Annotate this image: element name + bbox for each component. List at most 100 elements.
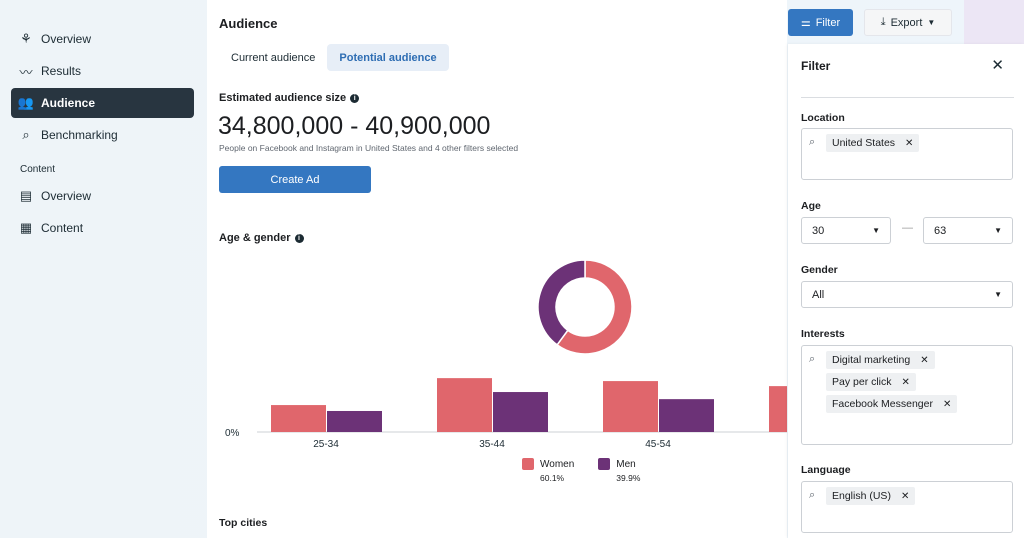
search-icon: ⌕ — [809, 136, 816, 148]
sidebar-item-overview[interactable]: ⚘ Overview — [11, 24, 194, 54]
export-button[interactable]: ⤓ Export ▼ — [864, 9, 952, 36]
divider — [801, 97, 1014, 98]
legend-women: Women 60.1% — [522, 458, 574, 483]
legend-pct: 39.9% — [616, 473, 641, 483]
network-icon: ⚘ — [20, 31, 32, 46]
y-tick-label: 0% — [225, 428, 240, 439]
sidebar-section-content: Content — [20, 164, 56, 175]
audience-subtitle: People on Facebook and Instagram in Unit… — [219, 143, 519, 153]
remove-icon[interactable]: ✕ — [942, 398, 952, 410]
estimated-size-label: Estimated audience size — [219, 92, 347, 104]
remove-icon[interactable]: ✕ — [901, 376, 910, 388]
age-separator: — — [902, 222, 913, 234]
caret-down-icon: ▼ — [994, 226, 1002, 235]
sidebar-item-benchmarking[interactable]: ⌕ Benchmarking — [11, 120, 194, 150]
caret-down-icon: ▼ — [872, 226, 880, 235]
language-chip: English (US) ✕ — [826, 487, 916, 505]
gender-label: Gender — [801, 264, 838, 276]
language-label: Language — [801, 464, 851, 476]
age-label: Age — [801, 200, 821, 212]
interests-label: Interests — [801, 328, 845, 340]
age-min-select[interactable]: 30 ▼ — [801, 217, 891, 244]
remove-icon[interactable]: ✕ — [900, 490, 910, 502]
sliders-icon: ⚌ — [800, 17, 811, 29]
swatch — [598, 458, 611, 470]
interest-chip: Facebook Messenger ✕ — [826, 395, 958, 413]
bar-women-45-54 — [603, 381, 658, 432]
sidebar-item-label: Content — [41, 221, 84, 235]
sidebar-item-audience[interactable]: 👥 Audience — [11, 88, 194, 118]
search-icon: ⌕ — [809, 353, 816, 365]
content-overview-icon: ▤ — [19, 188, 33, 203]
x-tick-label: 35-44 — [479, 439, 505, 450]
list-search-icon: ⌕ — [22, 127, 30, 142]
x-tick-label: 25-34 — [313, 439, 339, 450]
audience-range: 34,800,000 - 40,900,000 — [218, 112, 491, 140]
language-input[interactable]: ⌕ English (US) ✕ — [801, 481, 1013, 533]
legend-label: Men — [616, 458, 636, 470]
sidebar-item-content-overview[interactable]: ▤ Overview — [11, 181, 194, 211]
age-gender-chart: 0% 25-34 35-44 45-54 — [225, 259, 787, 450]
location-chip: United States ✕ — [826, 134, 920, 152]
interest-chip: Digital marketing ✕ — [826, 351, 935, 369]
sidebar: ⚘ Overview 〰 Results 👥 Audience ⌕ Benchmarki… — [0, 0, 205, 538]
interest-chip: Pay per click ✕ — [826, 373, 916, 391]
filter-panel: Filter ✕ Location ⌕ United States ✕ Age 30… — [788, 44, 1024, 538]
gender-select[interactable]: All ▼ — [801, 281, 1013, 308]
bar-men-25-34 — [327, 410, 382, 432]
sidebar-item-label: Results — [41, 64, 82, 78]
table-icon: ▦ — [19, 220, 33, 235]
gender-value: All — [812, 288, 825, 301]
age-min-value: 30 — [812, 224, 825, 237]
filter-label: Filter — [815, 16, 841, 29]
age-max-select[interactable]: 63 ▼ — [923, 217, 1013, 244]
age-gender-label: Age & gender — [219, 232, 291, 244]
info-icon[interactable]: i — [294, 233, 304, 243]
remove-icon[interactable]: ✕ — [905, 137, 914, 149]
chip-label: United States — [832, 137, 896, 149]
download-icon: ⤓ — [880, 16, 886, 28]
sidebar-item-label: Overview — [41, 189, 92, 203]
interests-input[interactable]: ⌕ Digital marketing ✕ Pay per click ✕ Face… — [801, 345, 1013, 445]
caret-down-icon: ▼ — [994, 290, 1002, 299]
top-cities-label: Top cities — [219, 517, 268, 529]
chip-label: Digital marketing — [832, 354, 911, 366]
people-icon: 👥 — [17, 95, 35, 110]
info-icon[interactable]: i — [350, 93, 360, 103]
background-accent — [964, 0, 1024, 44]
search-icon: ⌕ — [809, 489, 816, 501]
close-icon[interactable]: ✕ — [991, 57, 1004, 74]
swatch — [522, 458, 534, 470]
filter-title: Filter — [801, 59, 831, 73]
chip-label: Pay per click — [832, 376, 892, 388]
location-label: Location — [801, 112, 845, 124]
caret-down-icon: ▼ — [927, 18, 936, 27]
audience-tabs: Current audience Potential audience — [219, 44, 449, 71]
bar-women-35-44 — [437, 378, 492, 432]
age-max-value: 63 — [934, 224, 947, 237]
legend-pct: 60.1% — [540, 473, 565, 483]
bar-men-45-54 — [659, 399, 714, 432]
x-tick-label: 45-54 — [645, 439, 671, 450]
filter-button[interactable]: ⚌ Filter — [788, 9, 853, 36]
bar-women-25-34 — [271, 405, 326, 432]
sidebar-item-label: Benchmarking — [41, 128, 118, 142]
sidebar-item-content[interactable]: ▦ Content — [11, 213, 194, 243]
chip-label: English (US) — [832, 490, 891, 502]
sidebar-item-label: Overview — [41, 32, 92, 46]
sidebar-item-results[interactable]: 〰 Results — [11, 56, 194, 86]
donut-slice-men — [537, 259, 586, 346]
location-input[interactable]: ⌕ United States ✕ — [801, 128, 1013, 180]
sidebar-item-label: Audience — [41, 96, 96, 110]
bar-men-35-44 — [493, 392, 548, 432]
remove-icon[interactable]: ✕ — [920, 354, 929, 366]
trend-line-icon: 〰 — [19, 64, 33, 80]
bar-women-partial — [769, 386, 787, 432]
tab-current-audience[interactable]: Current audience — [231, 51, 316, 64]
tab-potential-audience[interactable]: Potential audience — [327, 44, 449, 71]
chip-label: Facebook Messenger — [832, 398, 933, 410]
page-title: Audience — [219, 16, 278, 31]
create-ad-button[interactable]: Create Ad — [219, 166, 371, 193]
main-panel: Audience Current audience Potential audi… — [207, 0, 787, 538]
export-label: Export — [890, 16, 923, 29]
